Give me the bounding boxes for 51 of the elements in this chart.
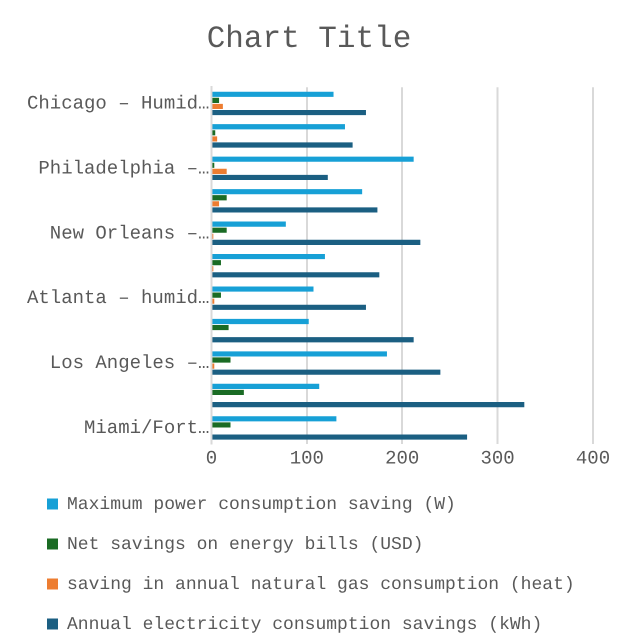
bar [212,370,440,375]
x-tick-label: 400 [576,448,610,470]
bar [212,337,414,342]
bar [212,384,320,389]
bar [212,104,223,110]
bar [212,156,414,162]
bar [212,228,227,233]
bar [212,240,420,245]
legend-label: Maximum power consumption saving (W) [67,494,456,515]
bar [212,351,387,357]
bar [212,92,334,97]
y-tick-label: Los Angeles –… [50,352,210,374]
bar [212,272,380,278]
bar [212,189,362,194]
x-tick-label: 100 [290,448,324,470]
x-tick-label: 200 [385,448,420,470]
bar [212,124,345,130]
bar [212,201,220,206]
bar [212,416,336,422]
bar [212,174,328,180]
bar [212,422,231,428]
legend-label: Annual electricity consumption savings (kWh) [67,614,542,635]
y-tick-label: Miami/Fort… [84,417,210,440]
bar [212,168,227,174]
y-tick-label: New Orleans –… [50,222,210,244]
bar [212,390,244,396]
bar [212,110,366,116]
bar [212,357,231,363]
bar [212,195,227,200]
bar [212,260,221,266]
bar [212,402,524,408]
legend-label: Net savings on energy bills (USD) [67,534,424,555]
y-tick-label: Philadelphia –… [38,157,210,180]
bar [212,324,229,330]
legend-label: saving in annual natural gas consumption (heat) [67,574,575,595]
chart-title: Chart Title [206,22,412,57]
bar [212,254,325,260]
bar [212,142,353,148]
bar [212,207,378,213]
bar [212,318,309,324]
bar [212,222,286,227]
bar [212,98,220,103]
bar [212,292,221,298]
bar [212,286,314,292]
bar [212,434,468,440]
x-tick-label: 0 [206,448,218,470]
bar [212,136,218,142]
y-tick-label: Atlanta – humid… [26,287,210,310]
y-tick-label: Chicago – Humid… [26,92,210,114]
bar [212,304,366,310]
x-tick-label: 300 [480,448,515,470]
